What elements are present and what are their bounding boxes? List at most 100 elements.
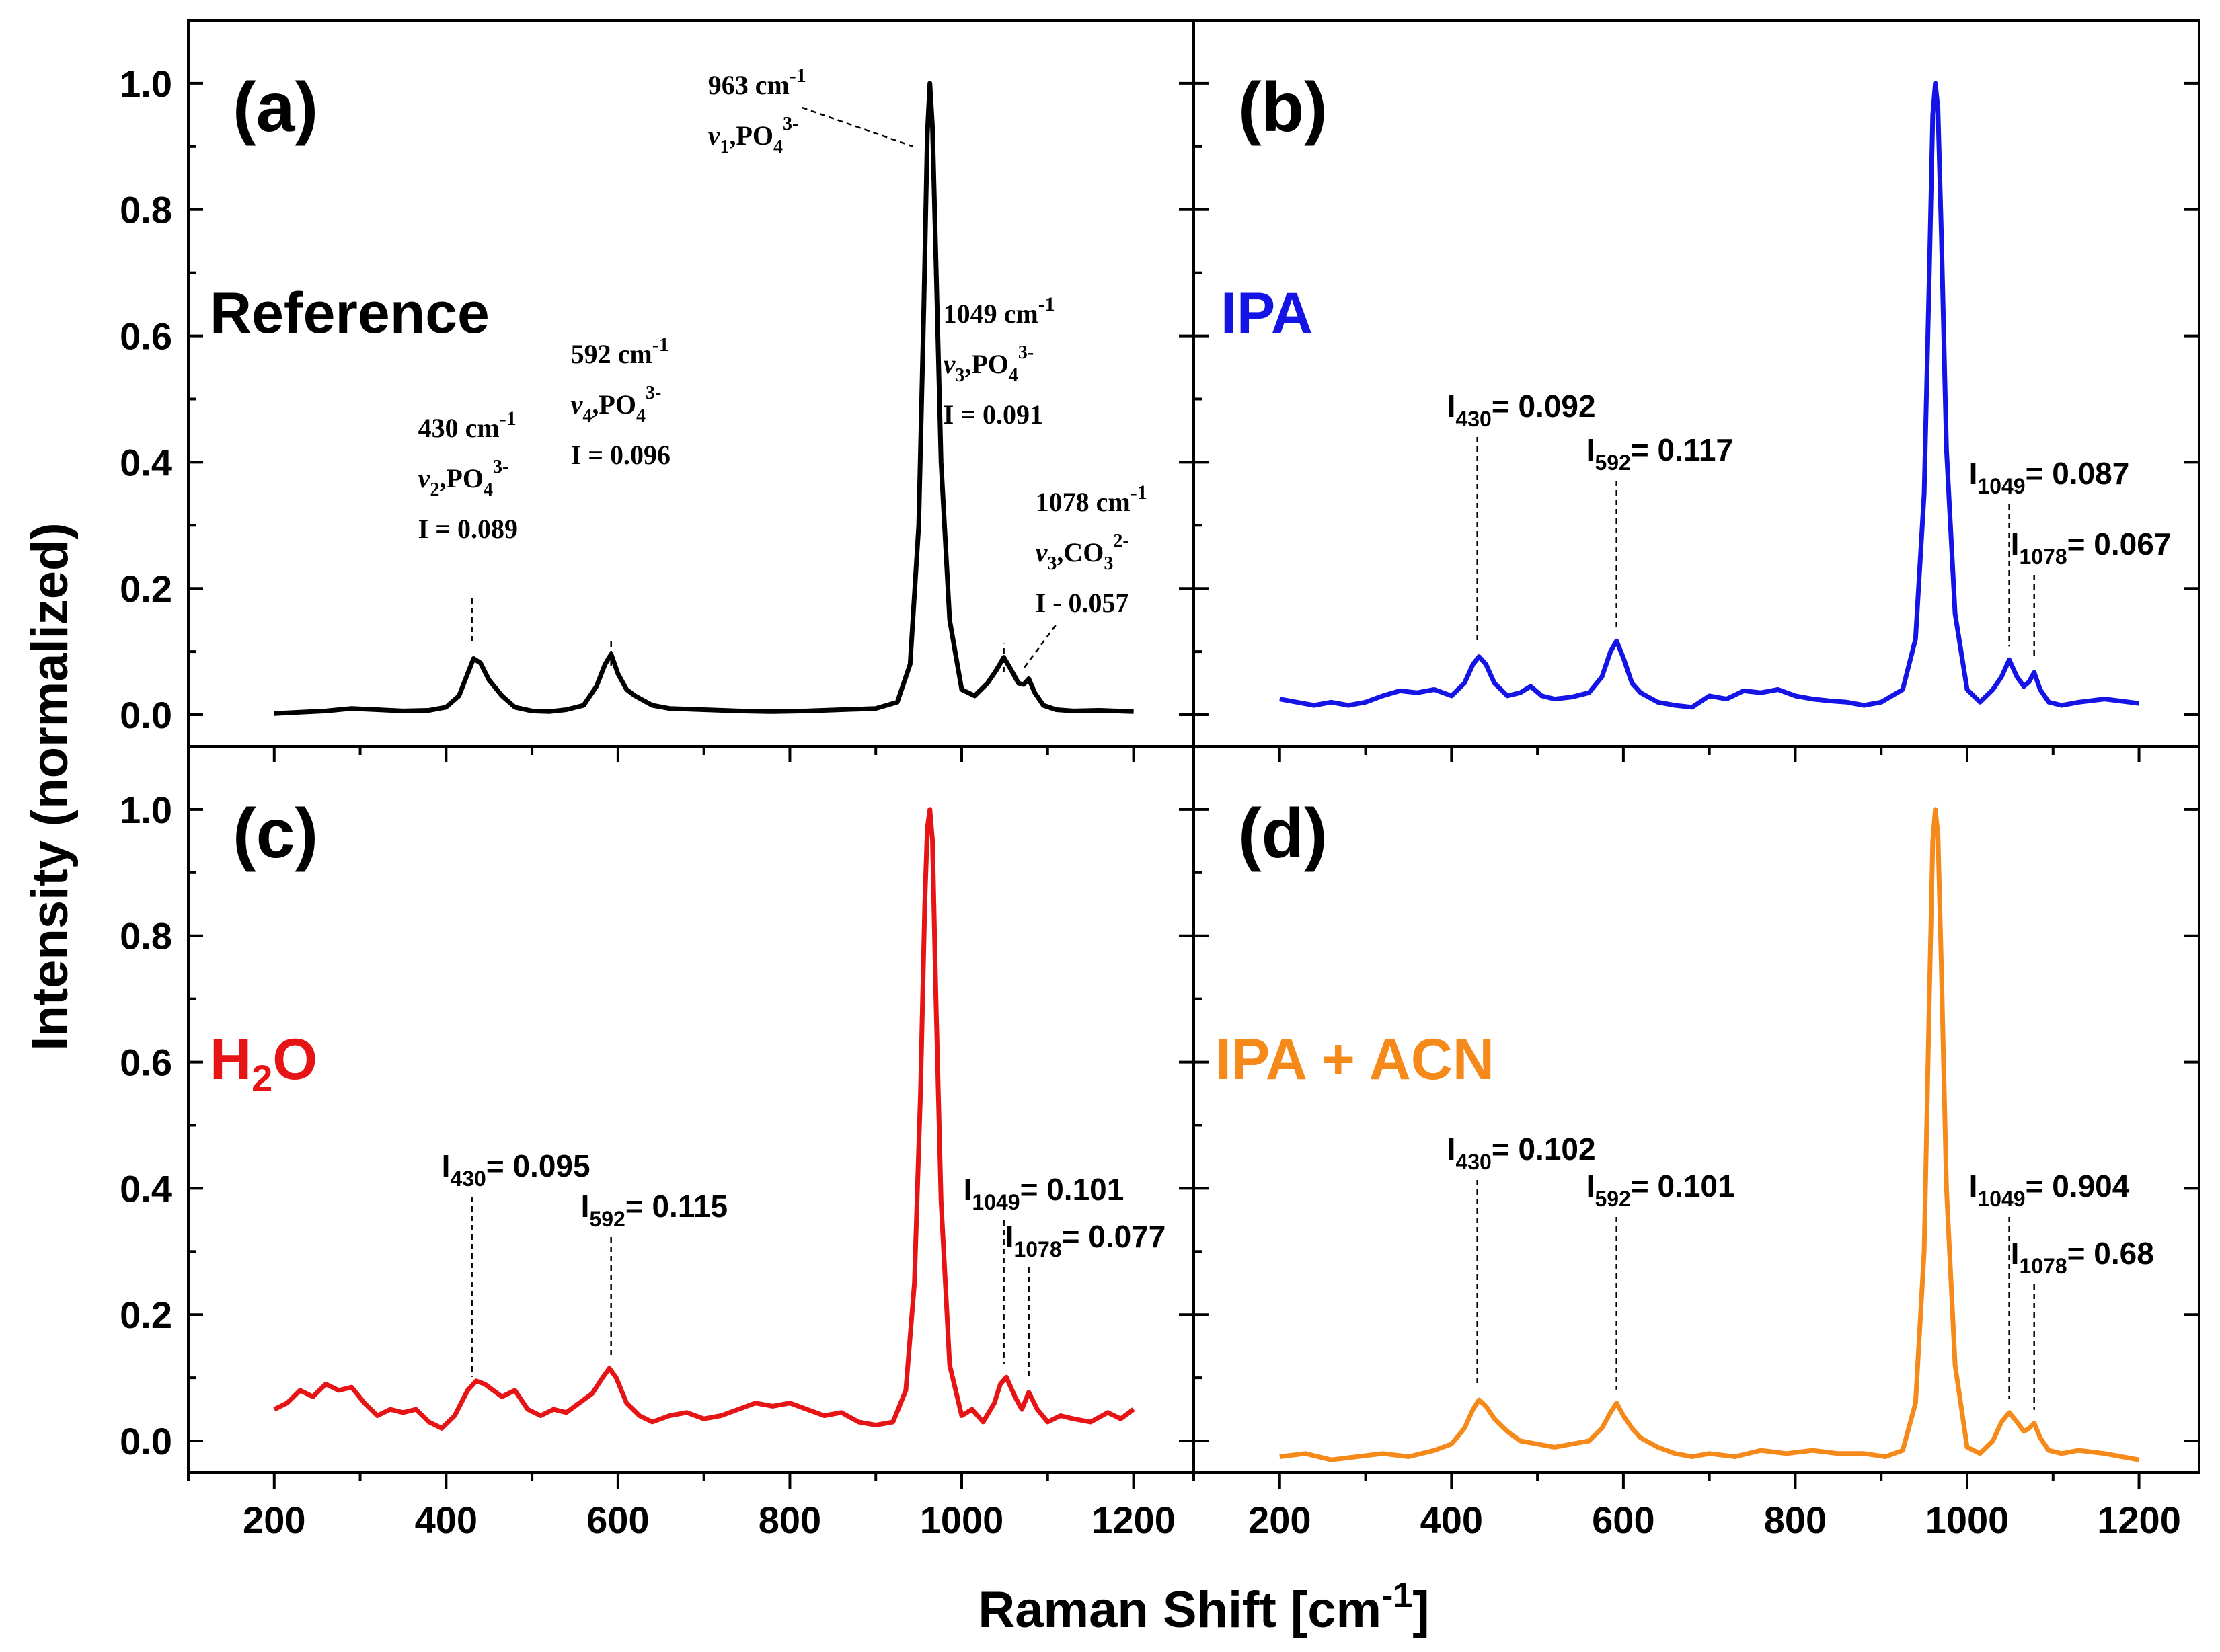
peak-label: I592= 0.117 (1586, 432, 1733, 475)
panel-letter: (c) (233, 795, 318, 873)
peak-label-sub: 1078 (1013, 1237, 1061, 1261)
peak-group-sub: 3 (1104, 553, 1113, 574)
peak-annotation: I592= 0.101 (1586, 1169, 1735, 1390)
peak-mode-index: 2 (430, 479, 439, 500)
peak-label-base: I (2011, 1236, 2020, 1271)
peak-position-unit-sup: -1 (500, 407, 516, 430)
peak-annotation: 1049 cm-1v3,PO43-I = 0.091 (944, 293, 1055, 672)
x-tick-label: 1200 (1092, 1499, 1176, 1541)
peak-label-value: = 0.117 (1631, 432, 1733, 467)
peak-label-value: = 0.087 (2026, 456, 2130, 491)
peak-group-charge: 3- (646, 383, 661, 403)
peak-annotation: I1049= 0.087 (1969, 456, 2130, 647)
peak-label-value: = 0.101 (1631, 1169, 1735, 1204)
sample-label-tail: O (272, 1027, 317, 1092)
y-tick-label: 0.6 (120, 315, 172, 358)
peak-group-charge: 2- (1113, 530, 1128, 551)
peak-label: I430= 0.092 (1447, 389, 1596, 431)
peak-annotation: I1049= 0.101 (964, 1172, 1124, 1364)
peak-position-unit-sup: -1 (652, 333, 669, 356)
y-tick-label: 0.6 (120, 1041, 172, 1084)
peak-label-base: I (581, 1189, 590, 1224)
peak-assignment: v4,PO43- (571, 383, 662, 426)
peak-annotation: I592= 0.117 (1586, 432, 1733, 628)
peak-mode-index: 3 (1047, 553, 1057, 574)
peak-label-sub: 430 (1455, 407, 1491, 431)
peak-position: 963 cm-1 (708, 65, 806, 100)
peak-position: 1078 cm-1 (1036, 481, 1147, 517)
panel-letter: (b) (1238, 69, 1328, 147)
peak-mode-symbol: v (944, 349, 956, 379)
spectrum-line (273, 807, 1135, 1431)
x-axis-title-base: Raman Shift [cm (978, 1581, 1381, 1639)
peak-label-sub: 1049 (1977, 474, 2025, 498)
peak-annotation: 592 cm-1v4,PO43-I = 0.096 (571, 333, 671, 666)
peak-label-sub: 1078 (2019, 1254, 2067, 1278)
x-tick-label: 400 (415, 1499, 477, 1541)
x-tick-label: 200 (1248, 1499, 1311, 1541)
peak-position-value: 963 cm (708, 70, 790, 100)
peak-annotation: I1049= 0.904 (1969, 1169, 2130, 1399)
peak-position: 1049 cm-1 (944, 293, 1055, 329)
peak-label-base: I (1586, 1169, 1595, 1204)
peak-assignment: v2,PO43- (418, 457, 509, 500)
peak-group-sub: 4 (484, 479, 493, 500)
peak-label-value: = 0.067 (2067, 526, 2172, 561)
peak-position-unit-sup: -1 (1131, 481, 1147, 504)
peak-intensity: I = 0.096 (571, 440, 671, 470)
x-axis-title-sup: -1 (1381, 1576, 1412, 1615)
x-tick-label: 800 (759, 1499, 821, 1541)
peak-position: 430 cm-1 (418, 407, 516, 443)
peak-mode-index: 1 (720, 136, 729, 157)
x-axis-title-end: ] (1412, 1581, 1429, 1639)
peak-label: I1078= 0.68 (2011, 1236, 2154, 1278)
sample-label: IPA (1221, 281, 1313, 346)
y-tick-label: 0.4 (120, 441, 172, 483)
sample-label-base: H (210, 1027, 252, 1092)
peak-group: ,PO (964, 349, 1009, 379)
peak-label: I1049= 0.087 (1969, 456, 2130, 498)
x-tick-label: 400 (1420, 1499, 1483, 1541)
panel-frame (1192, 19, 2200, 748)
panel-frame (1192, 745, 2200, 1474)
peak-position-unit-sup: -1 (1038, 293, 1055, 315)
peak-group: ,PO (592, 389, 636, 420)
sample-label: H2O (210, 1027, 317, 1099)
peak-label-sub: 592 (1595, 450, 1630, 475)
panel-c: 0.0 0.2 0.4 0.6 0.8 1.0 200 400 600 800 1000 1200 (c… (120, 745, 1195, 1541)
peak-group: ,CO (1057, 537, 1104, 567)
sample-label-sub: 2 (252, 1057, 272, 1099)
peak-group-sub: 4 (773, 136, 783, 157)
peak-label-base: I (1969, 1169, 1978, 1204)
peak-label: I1049= 0.904 (1969, 1169, 2130, 1211)
peak-group-charge: 3- (493, 457, 508, 477)
peak-intensity: I - 0.057 (1036, 588, 1129, 618)
sample-label-base: Reference (210, 281, 490, 346)
peak-label-value: = 0.115 (625, 1189, 728, 1224)
peak-assignment: v3,CO32- (1036, 530, 1129, 574)
leader-line (1021, 625, 1057, 672)
sample-label: IPA + ACN (1215, 1027, 1494, 1092)
peak-label-value: = 0.092 (1492, 389, 1596, 424)
peak-label-base: I (964, 1172, 972, 1207)
y-tick-label: 1.0 (120, 789, 172, 831)
peak-intensity: I = 0.091 (944, 399, 1043, 430)
peak-mode-symbol: v (1036, 537, 1048, 567)
peak-label-sub: 1049 (1977, 1187, 2025, 1211)
peak-annotation: 1078 cm-1v3,CO32-I - 0.057 (1021, 481, 1147, 672)
peak-label-sub: 592 (589, 1207, 625, 1231)
y-tick-label: 0.0 (120, 694, 172, 736)
peak-mode-symbol: v (418, 463, 431, 494)
peak-label-sub: 1078 (2019, 545, 2067, 569)
peak-assignment: v1,PO43- (708, 114, 799, 157)
peak-position-value: 1078 cm (1036, 487, 1131, 517)
peak-label-value: = 0.102 (1492, 1132, 1596, 1167)
peak-label-value: = 0.077 (1062, 1219, 1166, 1254)
peak-group-charge: 3- (1018, 342, 1034, 363)
peak-group: ,PO (729, 120, 773, 151)
peak-mode-symbol: v (571, 389, 584, 420)
